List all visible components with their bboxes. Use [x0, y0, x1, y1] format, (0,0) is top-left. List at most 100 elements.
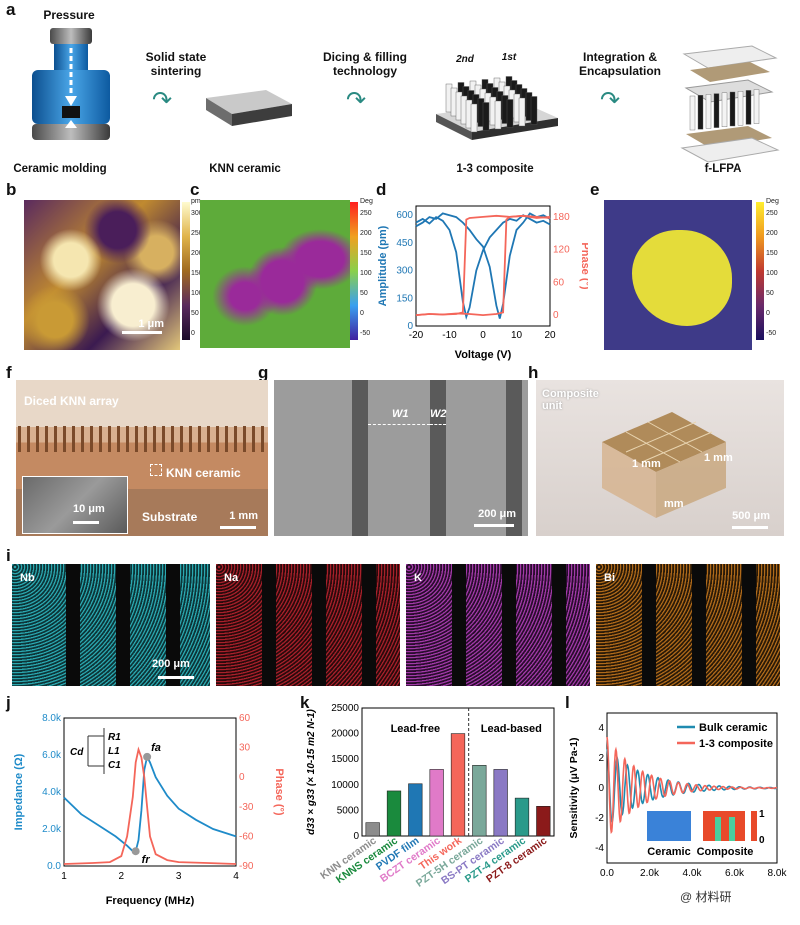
panel-label-b: b: [6, 180, 17, 199]
colorbar-tick: -50: [360, 330, 371, 337]
arrow-icon: ↷: [600, 87, 621, 114]
inset-composite: [703, 811, 745, 841]
switched-domain: [632, 230, 732, 326]
pillar: [470, 103, 478, 133]
y-tick-label: 0: [353, 831, 359, 842]
group-label: Lead-free: [391, 723, 441, 735]
inset-ceramic: [647, 811, 691, 841]
y2-tick-label: 180: [553, 212, 570, 223]
x-tick-label: 8.0k: [768, 868, 788, 879]
polymer-stripe: [116, 564, 130, 686]
scale-bar: [158, 676, 194, 679]
scale-label: 200 μm: [478, 508, 516, 520]
pillar: [697, 95, 704, 130]
pfm-phase-image: [200, 200, 350, 348]
watermark: @ 材料研: [680, 890, 732, 904]
colorbar-tick: 200: [360, 230, 372, 237]
array-tooth: [99, 426, 102, 452]
y2-axis-label: Phase (°): [273, 768, 285, 816]
bar: [472, 765, 487, 837]
fr-marker: [131, 847, 140, 856]
panel-label-l: l: [565, 693, 570, 712]
array-tooth: [207, 426, 210, 452]
polymer-stripe: [262, 564, 276, 686]
panel-label-i: i: [6, 546, 11, 565]
y-tick-label: 150: [396, 293, 413, 304]
scale-bar: [122, 331, 162, 334]
array-tooth: [225, 426, 228, 452]
plot-frame: [63, 717, 237, 867]
series-line: [415, 214, 551, 321]
y-tick-label: 15000: [331, 754, 359, 765]
colorbar-tick: -50: [766, 330, 777, 337]
x-tick-label: 6.0k: [725, 868, 745, 879]
arrow-icon: ↷: [346, 87, 367, 114]
legend-label: Bulk ceramic: [699, 722, 767, 734]
colorbar-tick: 0: [360, 310, 364, 317]
array-tooth: [243, 426, 246, 452]
pillar: [689, 95, 696, 131]
polymer-stripe: [502, 564, 516, 686]
element-label: Na: [224, 572, 239, 584]
caption-f-lfpa: f-LFPA: [704, 163, 742, 175]
pillar: [745, 90, 752, 125]
array-tooth: [90, 426, 93, 452]
panel-label-k: k: [300, 693, 310, 712]
array-tooth: [81, 426, 84, 452]
y-tick-label: 2: [598, 753, 604, 764]
colorbar-tick: 50: [766, 290, 774, 297]
y-tick-label: 8.0k: [42, 713, 62, 724]
y2-tick-label: -90: [239, 861, 254, 872]
array-tooth: [189, 426, 192, 452]
f-lfpa-exploded-stack: [680, 45, 780, 163]
inset-tick: 1: [759, 809, 765, 820]
inset-composite-gap: [715, 817, 721, 841]
y-tick-label: 600: [396, 210, 413, 221]
circuit-label: Cd: [70, 747, 84, 758]
pillar: [705, 94, 712, 129]
scale-label: 10 μm: [73, 503, 105, 515]
pillar: [737, 91, 744, 126]
x-tick-label: -10: [442, 330, 457, 341]
colorbar-tick: 200: [191, 250, 203, 257]
colorbar-tick: 100: [360, 270, 372, 277]
array-tooth: [153, 426, 156, 452]
inset-colorbar: [751, 811, 757, 841]
array-tooth: [36, 426, 39, 452]
y-axis-label: Impedance (Ω): [13, 753, 25, 830]
sem-composite-image: W1 W2 200 μm: [274, 380, 528, 536]
y-tick-label: 5000: [337, 805, 360, 816]
y-tick-label: -2: [595, 813, 604, 824]
bar: [514, 797, 530, 837]
fa-label: fa: [151, 742, 161, 754]
colorbar-tick: 100: [766, 270, 778, 277]
chart-k-figure-of-merit: 0 5000 10000 15000 20000 25000 Lead-free Lead-b…: [306, 703, 555, 890]
array-tooth: [45, 426, 48, 452]
scale-label: 500 μm: [732, 510, 770, 522]
polymer-stripe: [642, 564, 656, 686]
element-label: K: [414, 572, 422, 584]
colorbar-tick: 250: [766, 210, 778, 217]
panel-label-c: c: [190, 180, 200, 199]
array-tooth: [63, 426, 66, 452]
scale-label: 1 μm: [138, 318, 164, 330]
colorbar-tick: 0: [191, 330, 195, 337]
inset-composite-gap: [729, 817, 735, 841]
bar: [386, 790, 402, 837]
inset-tick: 0: [759, 835, 765, 846]
polymer-stripe: [742, 564, 756, 686]
diced-knn-array-photo: Diced KNN array KNN ceramic Substrate 1 …: [16, 380, 268, 536]
y2-tick-label: 60: [239, 713, 251, 724]
y2-axis-label: Phase (°): [579, 242, 588, 290]
w2-label: W2: [430, 408, 447, 420]
dimension-label: mm: [664, 498, 684, 510]
pillar: [753, 89, 760, 124]
caption-knn-ceramic: KNN ceramic: [209, 163, 281, 175]
y-tick-label: 2.0k: [42, 824, 62, 835]
pillar: [482, 102, 490, 131]
bar: [429, 769, 444, 837]
array-tooth: [126, 426, 129, 452]
series-line: [415, 212, 551, 319]
x-tick-label: 2: [119, 871, 125, 882]
scale-bar: [474, 524, 514, 527]
